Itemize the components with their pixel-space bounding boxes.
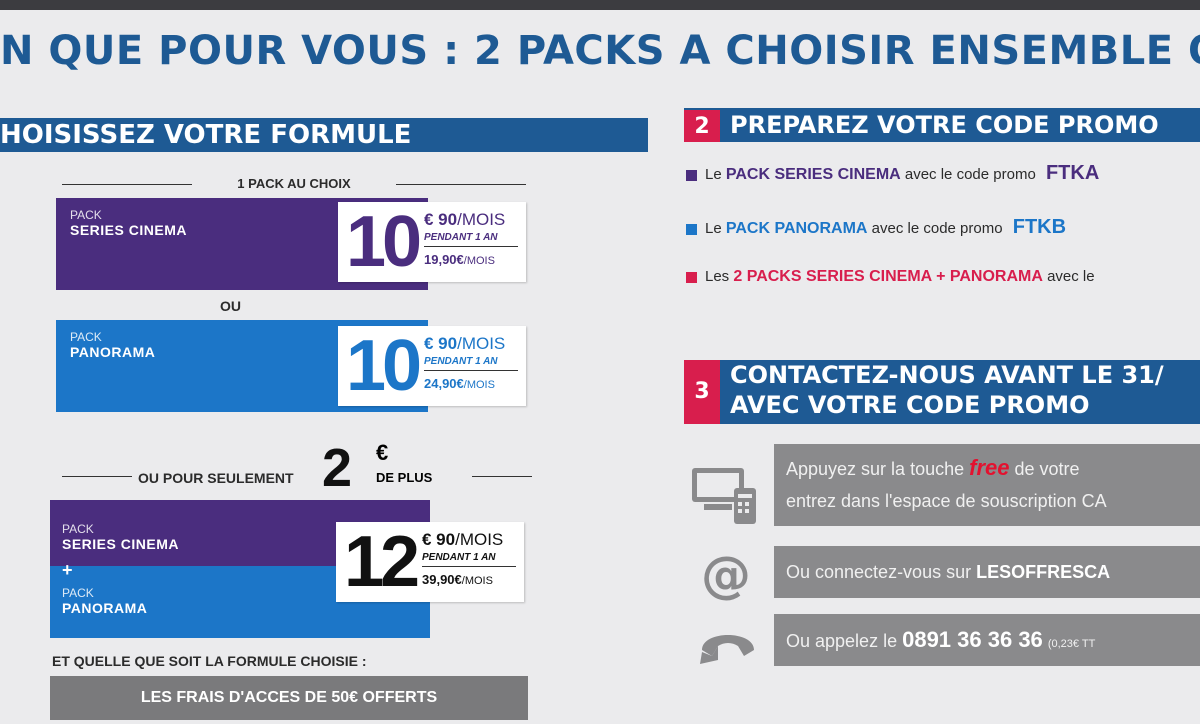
pack-name: PANORAMA	[70, 344, 156, 360]
section-contact-title: 3 CONTACTEZ-NOUS AVANT LE 31/ AVEC VOTRE…	[684, 360, 1200, 424]
pack-name: PANORAMA	[62, 600, 148, 616]
fees-offered-banner: LES FRAIS D'ACCES DE 50€ OFFERTS	[50, 676, 528, 720]
promo-code: FTKB	[1012, 216, 1067, 238]
step-number: 3	[684, 360, 720, 424]
pack-small-label: PACK	[70, 208, 102, 222]
extra-offer-line: OU POUR SEULEMENT 2 € DE PLUS	[62, 440, 532, 496]
bullet-square	[686, 169, 697, 181]
contact-title-line2: AVEC VOTRE CODE PROMO	[730, 391, 1090, 419]
page-headline: N QUE POUR VOUS : 2 PACKS A CHOISIR ENSE…	[0, 28, 1200, 74]
call-price: (0,23€ TT	[1047, 638, 1096, 650]
tv-remote-icon	[690, 466, 764, 531]
pack-name: SERIES CINEMA	[62, 536, 179, 552]
promo-pack-name: 2 PACKS SERIES CINEMA + PANORAMA	[733, 268, 1043, 285]
promo-pack-name: PACK SERIES CINEMA	[725, 166, 901, 183]
contact-title-line1: CONTACTEZ-NOUS AVANT LE 31/	[730, 361, 1164, 389]
combo-plus-sign: +	[62, 560, 73, 580]
bullet-square	[686, 271, 697, 283]
formula-footnote: ET QUELLE QUE SOIT LA FORMULE CHOISIE :	[52, 653, 367, 669]
price-after: 19,90€/MOIS	[424, 252, 495, 267]
extra-prefix: OU POUR SEULEMENT	[138, 470, 294, 486]
bullet-square	[686, 223, 697, 235]
phone-handset-icon	[696, 620, 760, 679]
section-promo-title: 2 PREPAREZ VOTRE CODE PROMO	[684, 108, 1200, 142]
price-cents: € 90/MOIS	[424, 334, 506, 353]
section-formula-title: HOISISSEZ VOTRE FORMULE	[0, 118, 648, 152]
or-separator: OU	[220, 298, 241, 314]
price-cents: € 90/MOIS	[424, 210, 506, 229]
price-during: PENDANT 1 AN	[422, 552, 496, 563]
contact-row-phone: Ou appelez le 0891 36 36 36 (0,23€ TT	[774, 614, 1200, 666]
extra-currency: €	[376, 440, 389, 465]
price-during: PENDANT 1 AN	[424, 232, 498, 243]
price-big: 10	[346, 326, 422, 406]
price-during: PENDANT 1 AN	[424, 356, 498, 367]
contact-row-web: Ou connectez-vous sur LESOFFRESCA	[774, 546, 1200, 598]
price-card-panorama: 10 € 90/MOIS PENDANT 1 AN 24,90€/MOIS	[338, 326, 526, 406]
pack-small-label: PACK	[70, 330, 102, 344]
extra-amount: 2	[322, 438, 353, 498]
pack-name: SERIES CINEMA	[70, 222, 187, 238]
promo-row-series-cinema: Le PACK SERIES CINEMA avec le code promo…	[686, 162, 1099, 185]
pack-small-label: PACK	[62, 522, 94, 536]
price-big: 10	[346, 202, 422, 282]
extra-suffix: DE PLUS	[376, 470, 433, 485]
free-logo-word: free	[969, 455, 1010, 480]
svg-text:@: @	[701, 548, 751, 604]
price-big: 12	[344, 522, 420, 602]
contact-row-tv: Appuyez sur la touche free de votre entr…	[774, 444, 1200, 526]
at-sign-icon: @	[698, 546, 754, 609]
one-pack-label: 1 PACK AU CHOIX	[62, 176, 526, 192]
promo-row-panorama: Le PACK PANORAMA avec le code promo FTKB	[686, 216, 1066, 239]
phone-number: 0891 36 36 36	[902, 627, 1043, 652]
price-cents: € 90/MOIS	[422, 530, 504, 549]
promo-row-both-packs: Les 2 PACKS SERIES CINEMA + PANORAMA ave…	[686, 268, 1095, 286]
top-edge	[0, 0, 1200, 10]
step-number: 2	[684, 110, 720, 142]
promo-code: FTKA	[1045, 162, 1100, 184]
price-card-combo: 12 € 90/MOIS PENDANT 1 AN 39,90€/MOIS	[336, 522, 524, 602]
price-after: 24,90€/MOIS	[424, 376, 495, 391]
pack-small-label: PACK	[62, 586, 94, 600]
price-card-series-cinema: 10 € 90/MOIS PENDANT 1 AN 19,90€/MOIS	[338, 202, 526, 282]
contact-row-tv-line2: entrez dans l'espace de souscription CA	[786, 491, 1107, 511]
website-name: LESOFFRESCA	[976, 562, 1111, 582]
promo-pack-name: PACK PANORAMA	[725, 220, 868, 237]
price-after: 39,90€/MOIS	[422, 572, 493, 587]
